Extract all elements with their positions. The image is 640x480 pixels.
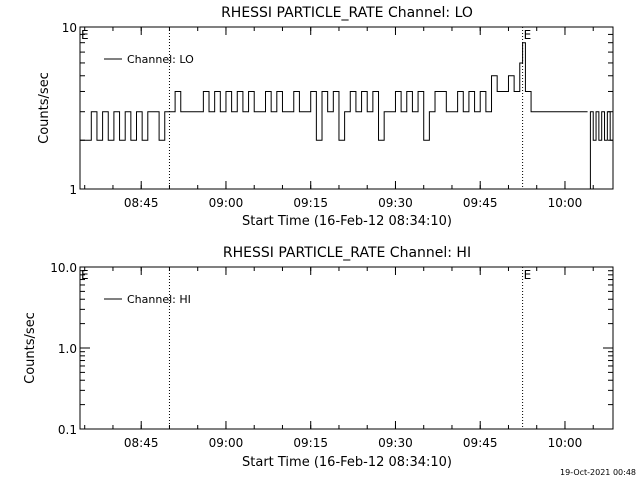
x-tick-label: 08:45: [124, 196, 159, 210]
y-tick-label: 1: [69, 183, 77, 197]
plot-frame: [79, 266, 614, 430]
x-tick-label: 09:00: [209, 436, 244, 450]
x-tick-label: 09:30: [378, 436, 413, 450]
y-axis-label: Counts/sec: [37, 72, 52, 144]
event-marker-label: E: [524, 268, 532, 282]
tick-group: 08:45 09:00 09:15 09:30 09:45 10:00 1 10: [62, 21, 613, 210]
x-tick-label: 09:15: [293, 436, 328, 450]
x-axis-label: Start Time (16-Feb-12 08:34:10): [242, 455, 452, 470]
legend-entry-lo: Channel: LO: [127, 53, 194, 66]
x-tick-label: 09:00: [209, 196, 244, 210]
data-line: [587, 111, 614, 190]
chart-title: RHESSI PARTICLE_RATE Channel: HI: [223, 245, 471, 261]
event-marker-label: E: [524, 28, 532, 42]
y-tick-label: 1.0: [58, 342, 77, 356]
event-marker-label: E: [81, 28, 89, 42]
y-axis-label: Counts/sec: [23, 312, 38, 384]
event-marker-label: E: [81, 268, 89, 282]
timestamp-label: 19-Oct-2021 00:48: [560, 468, 636, 477]
x-axis-label: Start Time (16-Feb-12 08:34:10): [242, 214, 452, 229]
x-tick-label: 09:30: [378, 196, 413, 210]
x-tick-label: 09:45: [463, 436, 498, 450]
chart-title: RHESSI PARTICLE_RATE Channel: LO: [221, 5, 473, 21]
hi-channel-panel: RHESSI PARTICLE_RATE Channel: HI Counts/…: [23, 245, 614, 470]
y-tick-label: 0.1: [58, 423, 77, 437]
legend-entry-hi: Channel: HI: [127, 293, 191, 306]
series-lo: [80, 42, 614, 190]
x-tick-label: 09:45: [463, 196, 498, 210]
tick-group: 08:45 09:00 09:15 09:30 09:45 10:00 0.1 1.0 10.0: [50, 261, 613, 450]
x-tick-label: 10:00: [548, 436, 583, 450]
x-tick-label: 08:45: [124, 436, 159, 450]
y-tick-label: 10: [62, 21, 77, 35]
lo-channel-panel: RHESSI PARTICLE_RATE Channel: LO Counts/…: [37, 5, 614, 229]
legend: Channel: LO: [104, 53, 194, 66]
legend: Channel: HI: [104, 293, 191, 306]
y-tick-label: 10.0: [50, 261, 77, 275]
x-tick-label: 09:15: [293, 196, 328, 210]
plot-frame: [79, 26, 614, 190]
data-line: [80, 42, 588, 141]
x-tick-label: 10:00: [548, 196, 583, 210]
